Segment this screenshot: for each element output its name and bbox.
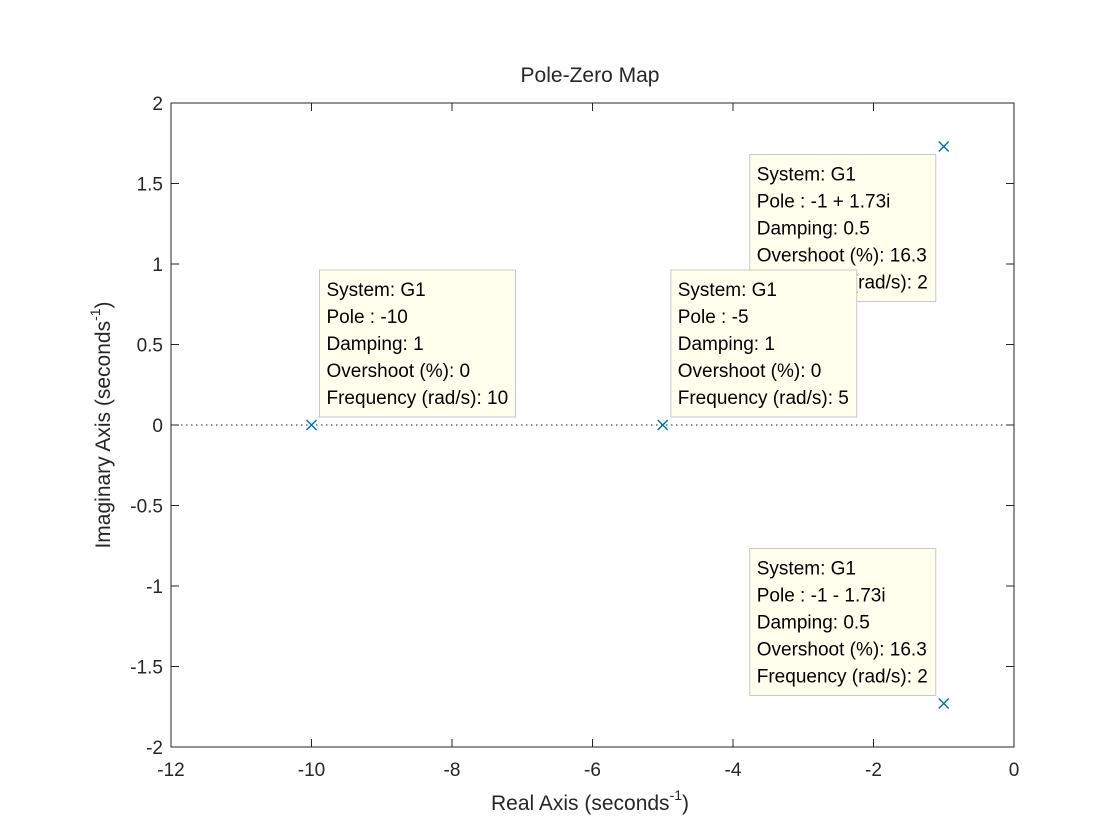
x-tick-label: -2 — [865, 760, 882, 781]
datatip: System: G1 Pole : -1 - 1.73i Damping: 0.5 O… — [749, 548, 937, 697]
axis-ticks — [170, 102, 1015, 748]
datatip-line: Damping: 0.5 — [757, 218, 870, 239]
datatips: System: G1 Pole : -1 + 1.73i Damping: 0.5 O… — [319, 153, 937, 697]
datatip-line: Frequency (rad/s): 2 — [757, 667, 928, 688]
datatip-line: Pole : -5 — [678, 307, 749, 328]
y-tick-label: -1 — [146, 577, 163, 598]
pole-marker-stroke — [938, 697, 950, 710]
x-tick-label: -10 — [298, 760, 325, 781]
x-tick-label: -8 — [444, 760, 461, 781]
pole-markers — [305, 140, 950, 710]
datatip-line: Frequency (rad/s): 10 — [327, 388, 509, 409]
datatip-line: Damping: 0.5 — [757, 613, 870, 634]
y-tick-label: 1.5 — [137, 175, 163, 196]
x-tick-label: -6 — [584, 760, 601, 781]
pole-marker-stroke — [657, 419, 669, 431]
tick-labels: -12 -10 -8 -6 -4 -2 0 -2 -1.5 -1 -0.5 0 0.5 1 1.5 2 — [130, 94, 1019, 781]
pole-marker — [657, 419, 669, 431]
pole-marker-stroke — [938, 140, 950, 153]
pole-marker — [938, 697, 950, 710]
y-tick-label: 2 — [152, 94, 163, 115]
datatip-line: System: G1 — [327, 280, 426, 301]
datatip-line: Pole : -1 + 1.73i — [757, 191, 891, 212]
datatip-box — [319, 269, 516, 418]
datatip-line: System: G1 — [757, 164, 856, 185]
x-axis-title-main: Real Axis (seconds — [491, 792, 670, 815]
x-axis-title-exponent: -1 — [670, 787, 683, 803]
chart-title: Pole-Zero Map — [521, 64, 660, 87]
datatip-line: Overshoot (%): 16.3 — [757, 640, 927, 661]
y-tick-label: 1 — [152, 255, 163, 276]
y-tick-label: -1.5 — [130, 658, 163, 679]
datatip-line: Overshoot (%): 0 — [678, 361, 822, 382]
pole-marker-stroke — [305, 419, 318, 431]
y-tick-label: -0.5 — [130, 497, 163, 518]
datatip-box — [749, 548, 937, 697]
datatip-line: Overshoot (%): 0 — [327, 361, 471, 382]
datatip-line: System: G1 — [757, 559, 856, 580]
x-tick-label: 0 — [1009, 760, 1020, 781]
x-axis-title-close: ) — [682, 792, 689, 815]
datatip-line: Overshoot (%): 16.3 — [757, 245, 927, 266]
y-axis-title-main: Imaginary Axis (seconds — [92, 321, 115, 549]
datatip: System: G1 Pole : -5 Damping: 1 Overshoot (… — [670, 269, 858, 418]
y-axis-title: Imaginary Axis (seconds-1) — [87, 301, 115, 548]
datatip-line: Damping: 1 — [327, 334, 424, 355]
y-tick-label: 0 — [152, 416, 163, 437]
y-axis-title-exponent: -1 — [87, 308, 103, 321]
x-tick-label: -4 — [725, 760, 742, 781]
datatip-line: Damping: 1 — [678, 334, 775, 355]
x-axis-title: Real Axis (seconds-1) — [491, 787, 689, 815]
datatip-line: Pole : -1 - 1.73i — [757, 586, 886, 607]
datatip: System: G1 Pole : -10 Damping: 1 Overshoot … — [319, 269, 516, 418]
y-tick-label: -2 — [146, 738, 163, 759]
pole-marker — [938, 140, 950, 153]
y-axis-title-close: ) — [92, 301, 115, 308]
y-tick-label: 0.5 — [137, 336, 163, 357]
datatip-line: System: G1 — [678, 280, 777, 301]
pole-marker — [305, 419, 318, 431]
datatip-box — [670, 269, 858, 418]
datatip-line: Pole : -10 — [327, 307, 408, 328]
datatip-line: Frequency (rad/s): 5 — [678, 388, 849, 409]
x-tick-label: -12 — [157, 760, 184, 781]
